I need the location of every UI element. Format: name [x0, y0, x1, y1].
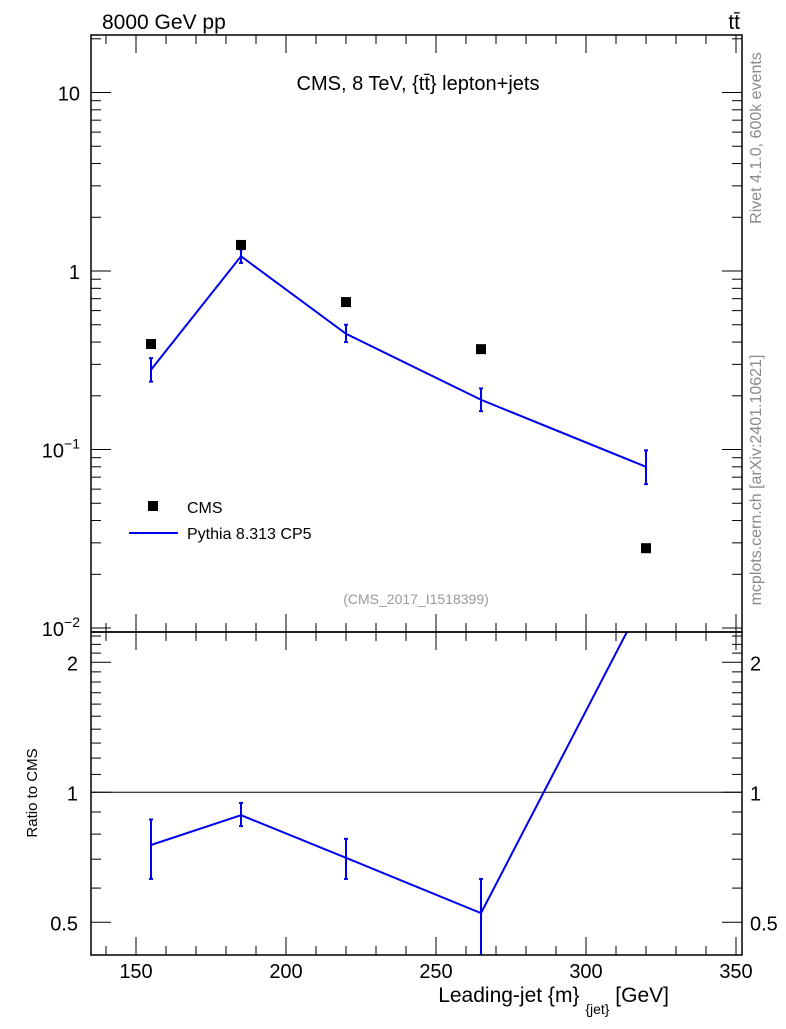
mc-series-ratio	[149, 632, 629, 955]
legend-data-marker	[148, 501, 158, 511]
y-tick-label-base: 10	[58, 84, 80, 106]
source-label: mcplots.cern.ch [arXiv:2401.10621]	[748, 355, 765, 606]
x-tick-labels: 150 200 250 300 350	[119, 961, 752, 983]
x-axis-label-sub: {jet}	[585, 1001, 609, 1017]
x-tick-label: 350	[719, 961, 752, 983]
ratio-y-tick-labels: 2 2 1 1 0.5 0.5	[50, 653, 778, 935]
y-tick-label-base: 10	[42, 441, 64, 463]
y-tick-label-left: 0.5	[50, 913, 78, 935]
x-tick-label: 150	[119, 961, 152, 983]
data-point	[146, 339, 156, 350]
x-axis-label: Leading-jet {m} {jet} [GeV]	[438, 984, 669, 1019]
y-tick-label-right: 2	[750, 653, 761, 675]
ratio-frame	[90, 631, 743, 956]
mc-line	[150, 254, 647, 468]
x-axis-label-unit: [GeV]	[615, 984, 669, 1007]
y-tick-label-left: 2	[67, 653, 78, 675]
process-label: tt̄	[728, 11, 740, 34]
y-tick-label-base: 10	[42, 619, 64, 641]
energy-label: 8000 GeV pp	[102, 11, 226, 34]
data-point	[341, 297, 351, 308]
legend: CMS Pythia 8.313 CP5	[129, 500, 312, 543]
data-point	[236, 239, 246, 250]
x-tick-label: 300	[569, 961, 602, 983]
plot-title: CMS, 8 TeV, {tt̄} lepton+jets	[297, 73, 540, 95]
ratio-y-axis-label: Ratio to CMS	[24, 748, 41, 837]
data-series-main	[146, 239, 651, 554]
ratio-line	[150, 632, 629, 915]
x-tick-label: 250	[419, 961, 452, 983]
y-tick-label-right: 0.5	[750, 913, 778, 935]
data-point	[641, 543, 651, 554]
main-axis-ticks	[91, 35, 742, 632]
x-tick-label: 200	[269, 961, 302, 983]
y-tick-label-exponent: −2	[64, 614, 80, 630]
y-tick-label-exponent: −1	[64, 436, 80, 452]
rivet-version-label: Rivet 4.1.0, 600k events	[748, 52, 765, 224]
ratio-axis-ticks	[91, 632, 742, 955]
legend-data-label: CMS	[187, 500, 223, 517]
x-axis-label-main: Leading-jet {m}	[438, 984, 579, 1007]
legend-mc-label: Pythia 8.313 CP5	[187, 526, 312, 543]
y-tick-label-left: 1	[67, 783, 78, 805]
analysis-tag: (CMS_2017_I1518399)	[343, 591, 489, 607]
y-tick-label: 10−1	[42, 436, 80, 463]
y-tick-label-base: 1	[69, 262, 80, 284]
y-tick-label-right: 1	[750, 783, 761, 805]
y-tick-label: 10−2	[42, 614, 80, 641]
mc-series-main	[149, 248, 648, 486]
y-tick-label: 1	[69, 262, 80, 284]
y-tick-label: 10	[58, 84, 80, 106]
data-point	[476, 344, 486, 355]
